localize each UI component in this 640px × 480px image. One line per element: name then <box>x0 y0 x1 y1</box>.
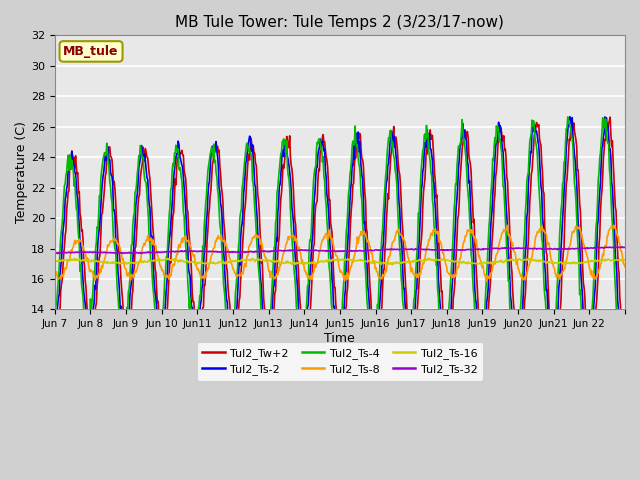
Text: MB_tule: MB_tule <box>63 45 119 58</box>
X-axis label: Time: Time <box>324 332 355 345</box>
Title: MB Tule Tower: Tule Temps 2 (3/23/17-now): MB Tule Tower: Tule Temps 2 (3/23/17-now… <box>175 15 504 30</box>
Y-axis label: Temperature (C): Temperature (C) <box>15 121 28 223</box>
Legend: Tul2_Tw+2, Tul2_Ts-2, Tul2_Ts-4, Tul2_Ts-8, Tul2_Ts-16, Tul2_Ts-32: Tul2_Tw+2, Tul2_Ts-2, Tul2_Ts-4, Tul2_Ts… <box>197 342 483 381</box>
